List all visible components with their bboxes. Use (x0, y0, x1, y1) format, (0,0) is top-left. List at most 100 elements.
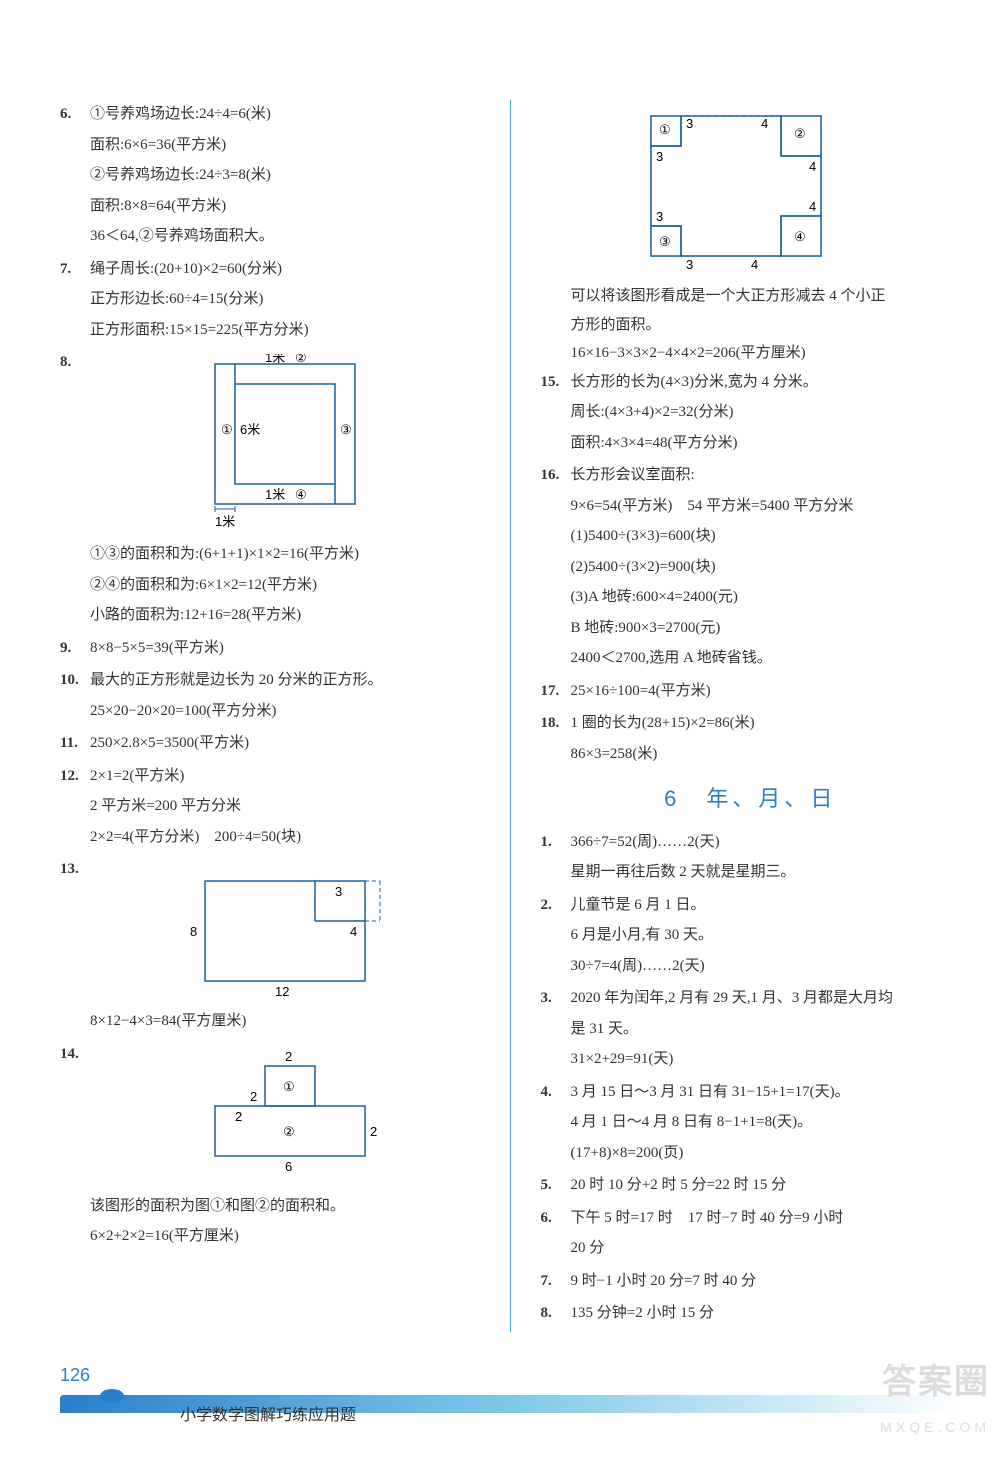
q14-l2: 6×2+2×2=16(平方厘米) (90, 1222, 480, 1251)
svg-text:②: ② (295, 354, 307, 365)
s8-num: 8. (541, 1299, 571, 1330)
s6-num: 6. (541, 1204, 571, 1265)
svg-text:3: 3 (686, 116, 693, 131)
q15: 15. 长方形的长为(4×3)分米,宽为 4 分米。 周长:(4×3+4)×2=… (541, 368, 961, 460)
s8-l1: 135 分钟=2 小时 15 分 (571, 1299, 961, 1328)
watermark-url: MXQE.COM (880, 1414, 990, 1441)
svg-text:①: ① (659, 122, 671, 137)
top-l2: 方形的面积。 (571, 311, 961, 340)
q6-l3: ②号养鸡场边长:24÷3=8(米) (90, 161, 480, 190)
s5-l1: 20 时 10 分+2 时 5 分=22 时 15 分 (571, 1171, 961, 1200)
q10-num: 10. (60, 666, 90, 727)
q18: 18. 1 圈的长为(28+15)×2=86(米) 86×3=258(米) (541, 709, 961, 770)
svg-text:3: 3 (656, 149, 663, 164)
s4-l1: 3 月 15 日～3 月 31 日有 31−15+1=17(天)。 (571, 1078, 961, 1107)
q8-diagram: 1米 ② ① 6米 ③ 1米 ④ 1米 (185, 354, 385, 534)
svg-text:6: 6 (285, 1159, 292, 1174)
s3-l1: 2020 年为闰年,2 月有 29 天,1 月、3 月都是大月均 (571, 984, 961, 1013)
q7-l3: 正方形面积:15×15=225(平方分米) (90, 316, 480, 345)
q17-num: 17. (541, 677, 571, 708)
s6: 6. 下午 5 时=17 时 17 时−7 时 40 分=9 小时 20 分 (541, 1204, 961, 1265)
s3-num: 3. (541, 984, 571, 1076)
q18-l2: 86×3=258(米) (571, 740, 961, 769)
q8: 8. 1米 ② ① 6米 ③ 1米 ④ 1米 ①③的面积和为:( (60, 348, 480, 632)
s1-l1: 366÷7=52(周)……2(天) (571, 828, 961, 857)
q8-l2: ②④的面积和为:6×1×2=12(平方米) (90, 571, 480, 600)
svg-text:2: 2 (235, 1109, 242, 1124)
s7-num: 7. (541, 1267, 571, 1298)
svg-text:4: 4 (350, 924, 357, 939)
svg-text:4: 4 (751, 257, 758, 272)
s8: 8. 135 分钟=2 小时 15 分 (541, 1299, 961, 1330)
s4-l2: 4 月 1 日～4 月 8 日有 8−1+1=8(天)。 (571, 1108, 961, 1137)
svg-text:3: 3 (656, 209, 663, 224)
s1: 1. 366÷7=52(周)……2(天) 星期一再往后数 2 天就是星期三。 (541, 828, 961, 889)
q6-l4: 面积:8×8=64(平方米) (90, 192, 480, 221)
svg-text:2: 2 (370, 1124, 377, 1139)
q16-l3: (1)5400÷(3×3)=600(块) (571, 522, 961, 551)
q16-l7: 2400＜2700,选用 A 地砖省钱。 (571, 644, 961, 673)
q12-l2: 2 平方米=200 平方分米 (90, 792, 480, 821)
q16-num: 16. (541, 461, 571, 675)
s5-num: 5. (541, 1171, 571, 1202)
q17: 17. 25×16÷100=4(平方米) (541, 677, 961, 708)
s3-l2: 是 31 天。 (571, 1015, 961, 1044)
svg-text:12: 12 (275, 984, 289, 999)
q15-l3: 面积:4×3×4=48(平方分米) (571, 429, 961, 458)
s2-l2: 6 月是小月,有 30 天。 (571, 921, 961, 950)
q12-l3: 2×2=4(平方分米) 200÷4=50(块) (90, 823, 480, 852)
svg-text:8: 8 (190, 924, 197, 939)
q6-l1: ①号养鸡场边长:24÷4=6(米) (90, 100, 480, 129)
s4: 4. 3 月 15 日～3 月 31 日有 31−15+1=17(天)。 4 月… (541, 1078, 961, 1170)
q8-l3: 小路的面积为:12+16=28(平方米) (90, 601, 480, 630)
q8-num: 8. (60, 348, 90, 632)
q16-l6: B 地砖:900×3=2700(元) (571, 614, 961, 643)
svg-text:③: ③ (340, 422, 352, 437)
q11-num: 11. (60, 729, 90, 760)
svg-text:4: 4 (809, 199, 816, 214)
svg-text:6米: 6米 (240, 422, 260, 437)
q9-l1: 8×8−5×5=39(平方米) (90, 634, 480, 663)
q18-l1: 1 圈的长为(28+15)×2=86(米) (571, 709, 961, 738)
q16-l5: (3)A 地砖:600×4=2400(元) (571, 583, 961, 612)
q16: 16. 长方形会议室面积: 9×6=54(平方米) 54 平方米=5400 平方… (541, 461, 961, 675)
svg-text:1米: 1米 (215, 514, 235, 529)
q7-l2: 正方形边长:60÷4=15(分米) (90, 285, 480, 314)
q10-l2: 25×20−20×20=100(平方分米) (90, 697, 480, 726)
s2-l3: 30÷7=4(周)……2(天) (571, 952, 961, 981)
svg-text:4: 4 (761, 116, 768, 131)
column-divider (510, 100, 511, 1332)
q7-l1: 绳子周长:(20+10)×2=60(分米) (90, 255, 480, 284)
svg-text:④: ④ (794, 229, 806, 244)
q14-l1: 该图形的面积为图①和图②的面积和。 (90, 1192, 480, 1221)
svg-text:1米: 1米 (265, 354, 285, 365)
svg-text:3: 3 (335, 884, 342, 899)
s6-l2: 20 分 (571, 1234, 961, 1263)
q7-num: 7. (60, 255, 90, 347)
q15-l2: 周长:(4×3+4)×2=32(分米) (571, 398, 961, 427)
section-6-title: 6 年、月、日 (541, 778, 961, 820)
q15-num: 15. (541, 368, 571, 460)
q13-num: 13. (60, 855, 90, 1038)
top-l1: 可以将该图形看成是一个大正方形减去 4 个小正 (571, 282, 961, 311)
q10: 10. 最大的正方形就是边长为 20 分米的正方形。 25×20−20×20=1… (60, 666, 480, 727)
right-top-diagram: ① 3 3 ② 4 4 ③ 3 3 ④ 4 4 (631, 106, 851, 276)
page-footer: 126 小学数学图解巧练应用题 (60, 1358, 960, 1431)
q12-l1: 2×1=2(平方米) (90, 762, 480, 791)
watermark-text: 答案圈 (880, 1350, 990, 1415)
q12: 12. 2×1=2(平方米) 2 平方米=200 平方分米 2×2=4(平方分米… (60, 762, 480, 854)
q16-l2: 9×6=54(平方米) 54 平方米=5400 平方分米 (571, 492, 961, 521)
q16-l1: 长方形会议室面积: (571, 461, 961, 490)
svg-text:②: ② (794, 126, 806, 141)
s1-num: 1. (541, 828, 571, 889)
left-column: 6. ①号养鸡场边长:24÷4=6(米) 面积:6×6=36(平方米) ②号养鸡… (60, 100, 480, 1332)
page-columns: 6. ①号养鸡场边长:24÷4=6(米) 面积:6×6=36(平方米) ②号养鸡… (0, 0, 1000, 1412)
q14-diagram: 2 2 2 ① ② 2 6 (175, 1046, 395, 1186)
svg-text:②: ② (283, 1124, 295, 1139)
svg-text:4: 4 (809, 159, 816, 174)
q13-l1: 8×12−4×3=84(平方厘米) (90, 1007, 480, 1036)
q14-num: 14. (60, 1040, 90, 1253)
q16-l4: (2)5400÷(3×2)=900(块) (571, 553, 961, 582)
s2-num: 2. (541, 891, 571, 983)
svg-text:③: ③ (659, 234, 671, 249)
